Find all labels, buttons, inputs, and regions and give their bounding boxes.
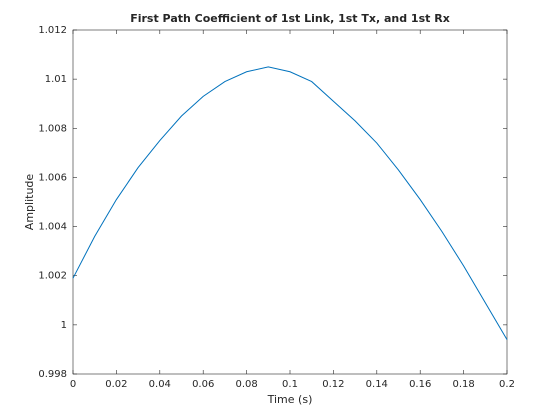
- x-tick-label: 0.02: [105, 379, 127, 390]
- x-axis-label: Time (s): [267, 393, 313, 406]
- y-tick-label: 1.002: [38, 271, 67, 282]
- y-tick-label: 1.006: [38, 172, 67, 183]
- chart-title: First Path Coefficient of 1st Link, 1st …: [130, 12, 450, 25]
- plot-area: [72, 29, 508, 375]
- y-tick-label: 1.01: [45, 74, 67, 85]
- y-tick-label: 1: [61, 320, 67, 331]
- x-tick-label: 0.08: [235, 379, 257, 390]
- x-tick-label: 0.18: [452, 379, 474, 390]
- y-tick-label: 1.008: [38, 123, 67, 134]
- x-tick-label: 0.14: [366, 379, 388, 390]
- x-tick-label: 0.16: [409, 379, 431, 390]
- y-axis-label: Amplitude: [23, 174, 36, 231]
- y-tick-label: 1.012: [38, 25, 67, 36]
- x-tick-label: 0.06: [192, 379, 214, 390]
- x-tick-label: 0.2: [499, 379, 515, 390]
- y-tick-label: 0.998: [38, 369, 67, 380]
- x-tick-label: 0: [70, 379, 76, 390]
- y-tick-label: 1.004: [38, 222, 67, 233]
- x-tick-label: 0.1: [282, 379, 298, 390]
- x-tick-label: 0.12: [322, 379, 344, 390]
- line-series: [72, 66, 508, 340]
- x-tick-label: 0.04: [149, 379, 171, 390]
